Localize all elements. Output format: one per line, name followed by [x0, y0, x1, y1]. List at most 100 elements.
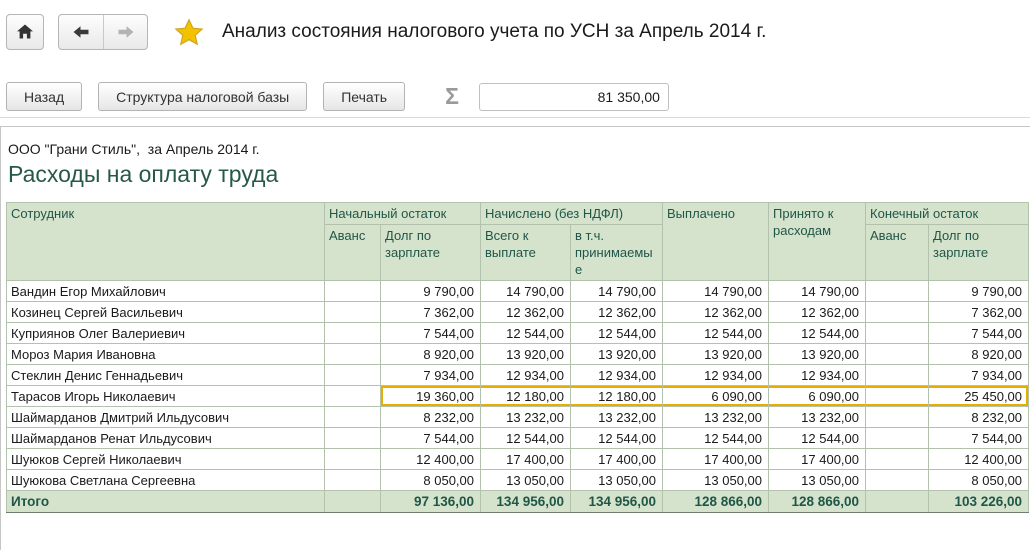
- cell-advance-opening[interactable]: [324, 406, 381, 428]
- cell-incl-accepted[interactable]: 13 050,00: [569, 469, 664, 491]
- cell-salary-debt-opening[interactable]: 12 400,00: [380, 448, 481, 470]
- cell-incl-accepted[interactable]: 13 920,00: [569, 343, 664, 365]
- cell-advance-opening[interactable]: [324, 343, 381, 365]
- totals-advance-opening[interactable]: [324, 490, 381, 513]
- cell-advance-opening[interactable]: [324, 280, 381, 302]
- favorite-button[interactable]: [174, 17, 204, 47]
- cell-accepted-expenses[interactable]: 13 920,00: [768, 343, 867, 365]
- cell-advance-opening[interactable]: [324, 469, 381, 491]
- cell-salary-debt-closing[interactable]: 7 362,00: [928, 301, 1030, 323]
- totals-salary-debt-closing[interactable]: 103 226,00: [928, 490, 1030, 513]
- cell-salary-debt-closing[interactable]: 8 050,00: [928, 469, 1030, 491]
- cell-total-payable[interactable]: 12 934,00: [480, 364, 571, 386]
- cell-total-payable[interactable]: 12 180,00: [480, 385, 571, 407]
- cell-salary-debt-opening[interactable]: 8 920,00: [380, 343, 481, 365]
- totals-incl-accepted[interactable]: 134 956,00: [569, 490, 664, 513]
- cell-advance-closing[interactable]: [865, 469, 930, 491]
- cell-total-payable[interactable]: 13 050,00: [480, 469, 571, 491]
- cell-advance-opening[interactable]: [324, 427, 381, 449]
- cell-accepted-expenses[interactable]: 12 362,00: [768, 301, 867, 323]
- home-button[interactable]: [6, 14, 44, 50]
- cell-total-payable[interactable]: 12 544,00: [480, 427, 571, 449]
- cell-accepted-expenses[interactable]: 13 232,00: [768, 406, 867, 428]
- forward-nav-button[interactable]: [103, 15, 147, 49]
- cell-paid[interactable]: 17 400,00: [662, 448, 770, 470]
- cell-salary-debt-opening[interactable]: 7 544,00: [380, 427, 481, 449]
- cell-accepted-expenses[interactable]: 14 790,00: [768, 280, 867, 302]
- cell-accepted-expenses[interactable]: 12 934,00: [768, 364, 867, 386]
- cell-salary-debt-closing[interactable]: 7 544,00: [928, 427, 1030, 449]
- cell-accepted-expenses[interactable]: 13 050,00: [768, 469, 867, 491]
- cell-salary-debt-opening[interactable]: 7 544,00: [380, 322, 481, 344]
- totals-accepted-expenses[interactable]: 128 866,00: [768, 490, 867, 513]
- cell-total-payable[interactable]: 13 232,00: [480, 406, 571, 428]
- cell-salary-debt-opening[interactable]: 9 790,00: [380, 280, 481, 302]
- cell-advance-opening[interactable]: [324, 364, 381, 386]
- cell-accepted-expenses[interactable]: 17 400,00: [768, 448, 867, 470]
- cell-salary-debt-closing[interactable]: 12 400,00: [928, 448, 1030, 470]
- cell-incl-accepted[interactable]: 13 232,00: [569, 406, 664, 428]
- cell-employee-name[interactable]: Шаймарданов Ренат Ильдусович: [6, 427, 325, 449]
- cell-employee-name[interactable]: Мороз Мария Ивановна: [6, 343, 325, 365]
- cell-salary-debt-opening[interactable]: 7 934,00: [380, 364, 481, 386]
- cell-advance-closing[interactable]: [865, 280, 930, 302]
- cell-paid[interactable]: 12 934,00: [662, 364, 770, 386]
- cell-paid[interactable]: 13 050,00: [662, 469, 770, 491]
- cell-employee-name[interactable]: Стеклин Денис Геннадьевич: [6, 364, 325, 386]
- cell-salary-debt-closing[interactable]: 7 934,00: [928, 364, 1030, 386]
- cell-incl-accepted[interactable]: 12 934,00: [569, 364, 664, 386]
- cell-total-payable[interactable]: 14 790,00: [480, 280, 571, 302]
- cell-total-payable[interactable]: 12 544,00: [480, 322, 571, 344]
- cell-total-payable[interactable]: 13 920,00: [480, 343, 571, 365]
- cell-salary-debt-opening[interactable]: 8 050,00: [380, 469, 481, 491]
- cell-salary-debt-closing[interactable]: 25 450,00: [928, 385, 1030, 407]
- cell-employee-name[interactable]: Шаймарданов Дмитрий Ильдусович: [6, 406, 325, 428]
- cell-salary-debt-closing[interactable]: 8 232,00: [928, 406, 1030, 428]
- cell-salary-debt-closing[interactable]: 7 544,00: [928, 322, 1030, 344]
- cell-paid[interactable]: 6 090,00: [662, 385, 770, 407]
- cell-total-payable[interactable]: 12 362,00: [480, 301, 571, 323]
- cell-paid[interactable]: 12 544,00: [662, 427, 770, 449]
- cell-incl-accepted[interactable]: 12 362,00: [569, 301, 664, 323]
- cell-paid[interactable]: 13 232,00: [662, 406, 770, 428]
- cell-advance-closing[interactable]: [865, 385, 930, 407]
- cell-accepted-expenses[interactable]: 12 544,00: [768, 322, 867, 344]
- totals-salary-debt-opening[interactable]: 97 136,00: [380, 490, 481, 513]
- cell-employee-name[interactable]: Тарасов Игорь Николаевич: [6, 385, 325, 407]
- cell-advance-closing[interactable]: [865, 364, 930, 386]
- cell-advance-opening[interactable]: [324, 322, 381, 344]
- cell-advance-closing[interactable]: [865, 427, 930, 449]
- cell-paid[interactable]: 12 544,00: [662, 322, 770, 344]
- totals-paid[interactable]: 128 866,00: [662, 490, 770, 513]
- cell-advance-closing[interactable]: [865, 301, 930, 323]
- cell-advance-closing[interactable]: [865, 448, 930, 470]
- totals-advance-closing[interactable]: [865, 490, 930, 513]
- sum-value-field[interactable]: [478, 82, 669, 111]
- cell-total-payable[interactable]: 17 400,00: [480, 448, 571, 470]
- cell-employee-name[interactable]: Вандин Егор Михайлович: [6, 280, 325, 302]
- cell-advance-closing[interactable]: [865, 322, 930, 344]
- totals-label[interactable]: Итого: [6, 490, 325, 513]
- cell-paid[interactable]: 13 920,00: [662, 343, 770, 365]
- cell-employee-name[interactable]: Шуюков Сергей Николаевич: [6, 448, 325, 470]
- cell-advance-closing[interactable]: [865, 406, 930, 428]
- cell-incl-accepted[interactable]: 12 544,00: [569, 427, 664, 449]
- cell-incl-accepted[interactable]: 17 400,00: [569, 448, 664, 470]
- cell-paid[interactable]: 12 362,00: [662, 301, 770, 323]
- cell-salary-debt-closing[interactable]: 8 920,00: [928, 343, 1030, 365]
- cell-incl-accepted[interactable]: 14 790,00: [569, 280, 664, 302]
- cell-advance-opening[interactable]: [324, 301, 381, 323]
- back-nav-button[interactable]: [59, 15, 103, 49]
- tax-base-structure-button[interactable]: Структура налоговой базы: [98, 82, 308, 111]
- cell-incl-accepted[interactable]: 12 544,00: [569, 322, 664, 344]
- cell-accepted-expenses[interactable]: 12 544,00: [768, 427, 867, 449]
- print-button[interactable]: Печать: [323, 82, 406, 111]
- cell-employee-name[interactable]: Куприянов Олег Валериевич: [6, 322, 325, 344]
- cell-advance-opening[interactable]: [324, 385, 381, 407]
- cell-advance-closing[interactable]: [865, 343, 930, 365]
- cell-salary-debt-opening[interactable]: 19 360,00: [380, 385, 481, 407]
- cell-advance-opening[interactable]: [324, 448, 381, 470]
- totals-total-payable[interactable]: 134 956,00: [480, 490, 571, 513]
- cell-incl-accepted[interactable]: 12 180,00: [569, 385, 664, 407]
- cell-employee-name[interactable]: Шуюкова Светлана Сергеевна: [6, 469, 325, 491]
